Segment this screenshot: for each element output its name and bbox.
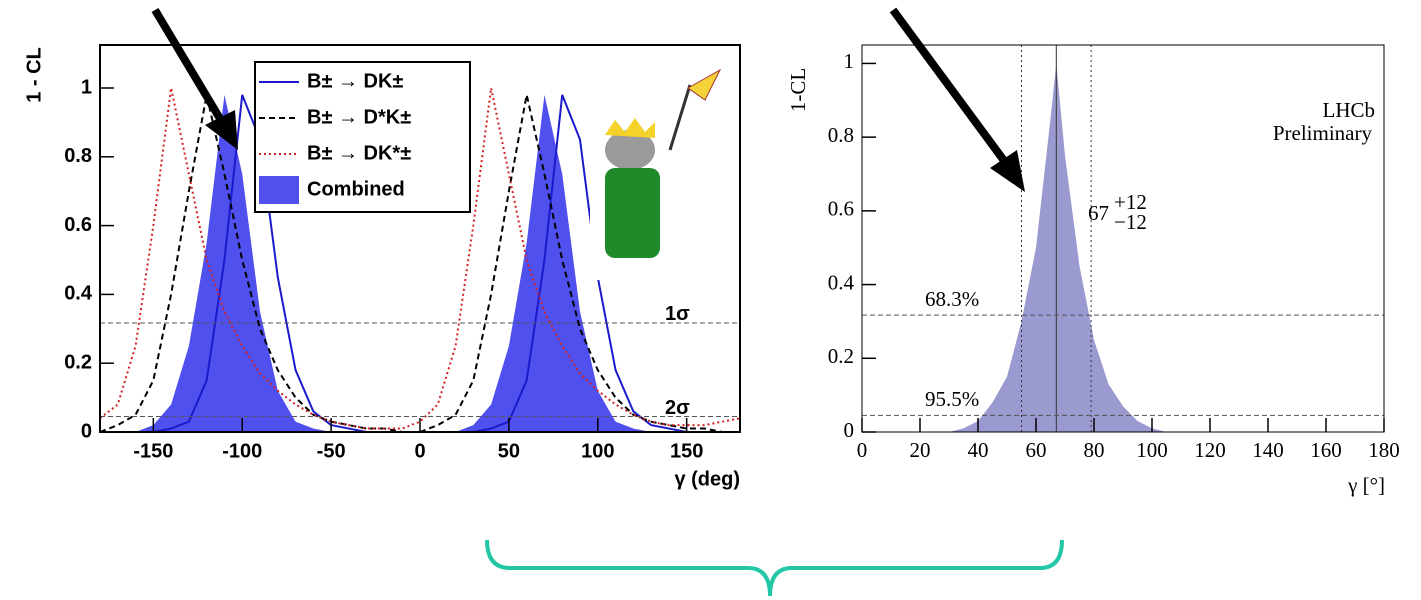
y-tick-label: 1 [81, 76, 92, 98]
area [100, 94, 740, 432]
head [605, 130, 655, 170]
x-tick-label: 60 [1026, 438, 1047, 462]
arrow-head [205, 110, 238, 150]
x-tick-label: 0 [857, 438, 868, 462]
h-line-label: 1σ [665, 303, 690, 325]
flag [687, 68, 722, 101]
x-tick-label: 40 [968, 438, 989, 462]
left-panel: B± → DK± B± → D*K± B± → DK*± Combined 1σ 2σ 0 0… [23, 44, 741, 490]
result-minus: −12 [1114, 210, 1147, 234]
flag-pole [668, 84, 692, 151]
x-tick-label: 140 [1252, 438, 1284, 462]
h-line-label: 2σ [665, 397, 690, 419]
h-line-label: 95.5% [925, 387, 979, 411]
y-tick-label: 0 [844, 418, 855, 442]
legend-swatch [259, 176, 299, 204]
result-plus: +12 [1114, 190, 1147, 214]
legend-label: Combined [307, 178, 405, 200]
y-tick-label: 0.2 [64, 351, 92, 373]
x-tick-label: 0 [414, 440, 425, 462]
y-tick-label: 0.6 [828, 197, 854, 221]
legend-label: B± → DK*± [307, 142, 411, 164]
arrow-head [990, 150, 1025, 192]
arrows [151, 7, 1025, 192]
y-tick-label: 1 [844, 49, 855, 73]
y-tick-label: 0.8 [828, 123, 854, 147]
arrow-shaft [889, 7, 1009, 165]
x-tick-label: 20 [910, 438, 931, 462]
result-value: 67 [1088, 201, 1109, 225]
y-tick-label: 0.6 [64, 214, 92, 236]
experiment-label: LHCb [1323, 98, 1376, 122]
area [949, 63, 1167, 433]
y-axis-label: 1 - CL [23, 47, 45, 103]
y-tick-label: 0.4 [64, 283, 93, 305]
y-tick-label: 0 [81, 420, 92, 442]
y-tick-label: 0.8 [64, 145, 92, 167]
legend-label: B± → DK± [307, 70, 403, 92]
status-label: Preliminary [1273, 121, 1373, 145]
x-tick-label: 150 [670, 440, 703, 462]
x-tick-label: 80 [1084, 438, 1105, 462]
x-axis-label: γ [°] [1347, 473, 1385, 497]
crown [605, 118, 655, 138]
h-line-label: 68.3% [925, 287, 979, 311]
x-tick-label: -100 [222, 440, 262, 462]
x-tick-label: 180 [1368, 438, 1400, 462]
x-tick-label: 120 [1194, 438, 1226, 462]
x-tick-label: 50 [498, 440, 520, 462]
y-tick-label: 0.4 [828, 270, 855, 294]
mascot [590, 68, 722, 280]
brace [485, 539, 1064, 597]
plot-frame [861, 44, 1385, 433]
arrow-shaft [151, 7, 226, 125]
x-tick-label: 100 [581, 440, 614, 462]
x-tick-label: -150 [133, 440, 173, 462]
x-tick-label: 100 [1136, 438, 1168, 462]
y-tick-label: 0.2 [828, 344, 854, 368]
suit [605, 168, 660, 258]
legend-label: B± → D*K± [307, 106, 411, 128]
x-tick-label: 160 [1310, 438, 1342, 462]
x-axis-label: γ (deg) [674, 468, 740, 490]
y-axis-label: 1-CL [786, 68, 810, 112]
x-tick-label: -50 [317, 440, 346, 462]
